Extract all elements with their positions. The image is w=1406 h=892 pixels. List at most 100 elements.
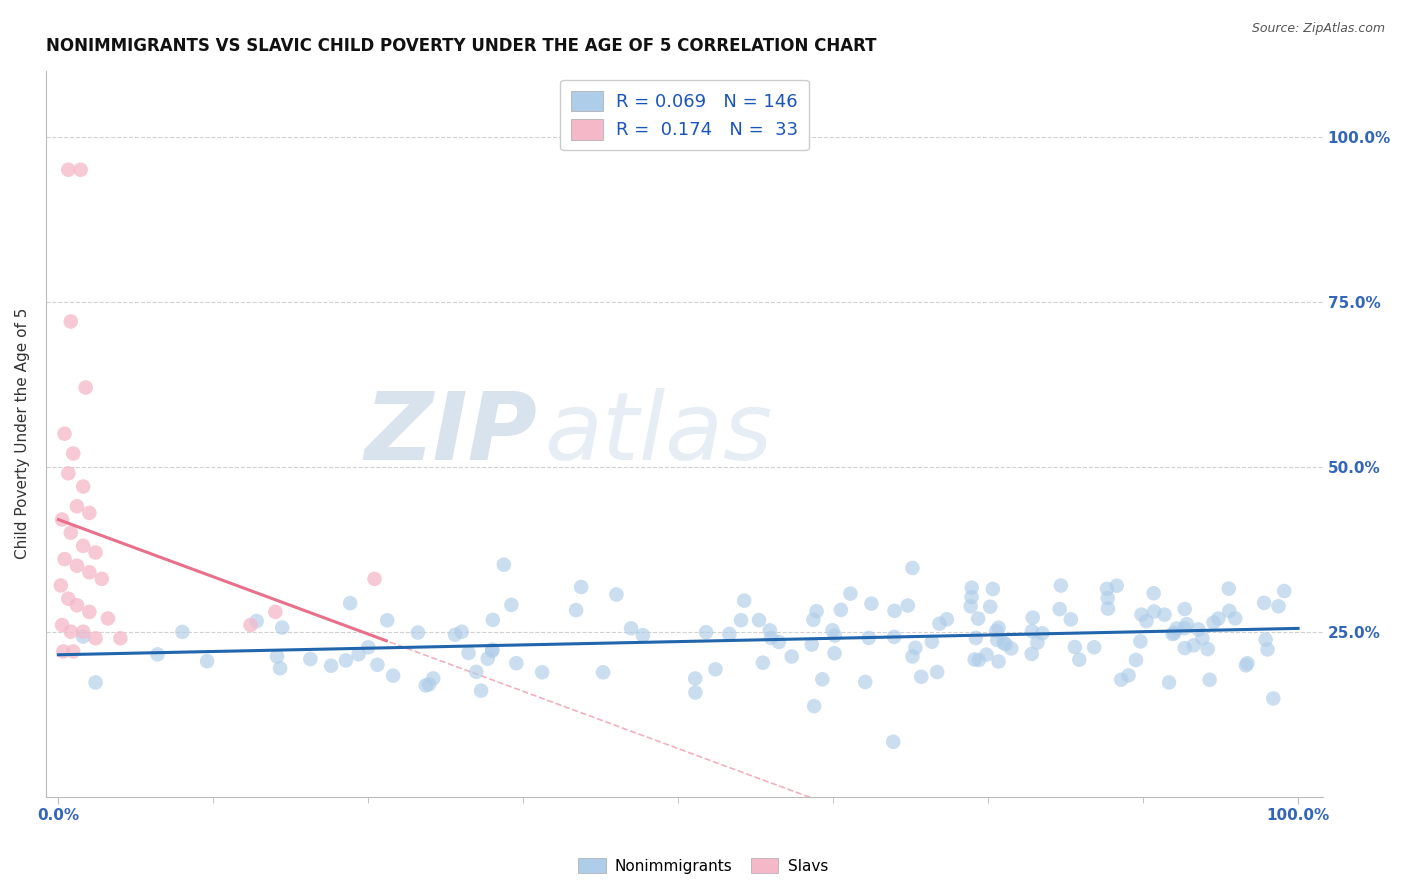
Point	[90, 572, 112, 586]
Point	[84, 545, 107, 559]
Point	[79, 566, 101, 580]
Legend: R = 0.069   N = 146, R =  0.174   N =  33: R = 0.069 N = 146, R = 0.174 N = 33	[560, 79, 808, 151]
Point	[66, 500, 89, 514]
Point	[780, 649, 803, 664]
Point	[967, 653, 990, 667]
Point	[58, 162, 80, 177]
Point	[366, 657, 388, 672]
Point	[51, 618, 73, 632]
Point	[1161, 627, 1184, 641]
Point	[901, 561, 924, 575]
Point	[363, 572, 385, 586]
Point	[1267, 599, 1289, 614]
Point	[1109, 673, 1132, 687]
Point	[481, 642, 503, 657]
Point	[569, 580, 592, 594]
Point	[146, 648, 169, 662]
Point	[1174, 602, 1197, 616]
Point	[704, 662, 727, 676]
Point	[1173, 621, 1195, 635]
Point	[269, 661, 291, 675]
Point	[375, 613, 398, 627]
Point	[319, 658, 342, 673]
Point	[718, 627, 741, 641]
Point	[84, 632, 107, 646]
Point	[1105, 579, 1128, 593]
Point	[800, 638, 823, 652]
Point	[1130, 607, 1153, 622]
Point	[768, 635, 790, 649]
Point	[1202, 615, 1225, 630]
Point	[897, 599, 920, 613]
Point	[299, 652, 322, 666]
Point	[1069, 653, 1091, 667]
Point	[264, 605, 287, 619]
Point	[72, 624, 94, 639]
Point	[357, 640, 380, 655]
Point	[110, 632, 132, 646]
Point	[347, 648, 370, 662]
Point	[858, 631, 880, 645]
Point	[1263, 691, 1285, 706]
Point	[620, 621, 643, 635]
Point	[246, 614, 269, 628]
Point	[605, 587, 627, 601]
Point	[1022, 610, 1045, 624]
Point	[901, 649, 924, 664]
Point	[84, 675, 107, 690]
Point	[1129, 634, 1152, 648]
Point	[1253, 596, 1275, 610]
Point	[1256, 642, 1278, 657]
Point	[49, 578, 72, 592]
Point	[801, 613, 824, 627]
Point	[960, 590, 983, 604]
Point	[66, 558, 89, 573]
Point	[266, 649, 288, 664]
Point	[927, 665, 949, 679]
Point	[505, 657, 527, 671]
Point	[58, 467, 80, 481]
Point	[592, 665, 614, 680]
Point	[477, 651, 499, 665]
Point	[1000, 641, 1022, 656]
Point	[803, 699, 825, 714]
Point	[418, 677, 440, 691]
Point	[1254, 632, 1277, 647]
Point	[1049, 602, 1071, 616]
Point	[97, 611, 120, 625]
Point	[1083, 640, 1105, 655]
Point	[1236, 657, 1258, 671]
Point	[53, 552, 76, 566]
Point	[53, 426, 76, 441]
Point	[415, 678, 437, 692]
Point	[853, 675, 876, 690]
Point	[987, 655, 1010, 669]
Point	[882, 735, 904, 749]
Point	[382, 668, 405, 682]
Point	[66, 599, 89, 613]
Point	[565, 603, 588, 617]
Point	[824, 628, 846, 642]
Point	[457, 646, 479, 660]
Point	[1197, 642, 1219, 657]
Point	[883, 630, 905, 644]
Point	[465, 665, 488, 679]
Point	[1272, 584, 1295, 599]
Point	[79, 506, 101, 520]
Point	[62, 446, 84, 460]
Point	[59, 525, 82, 540]
Point	[806, 604, 828, 618]
Point	[1118, 668, 1140, 682]
Point	[959, 599, 981, 614]
Point	[730, 613, 752, 627]
Point	[1153, 607, 1175, 622]
Point	[685, 685, 707, 699]
Point	[444, 628, 467, 642]
Point	[921, 634, 943, 648]
Point	[759, 624, 782, 638]
Point	[811, 673, 834, 687]
Point	[1097, 601, 1119, 615]
Point	[759, 631, 782, 645]
Point	[986, 633, 1008, 648]
Point	[860, 597, 883, 611]
